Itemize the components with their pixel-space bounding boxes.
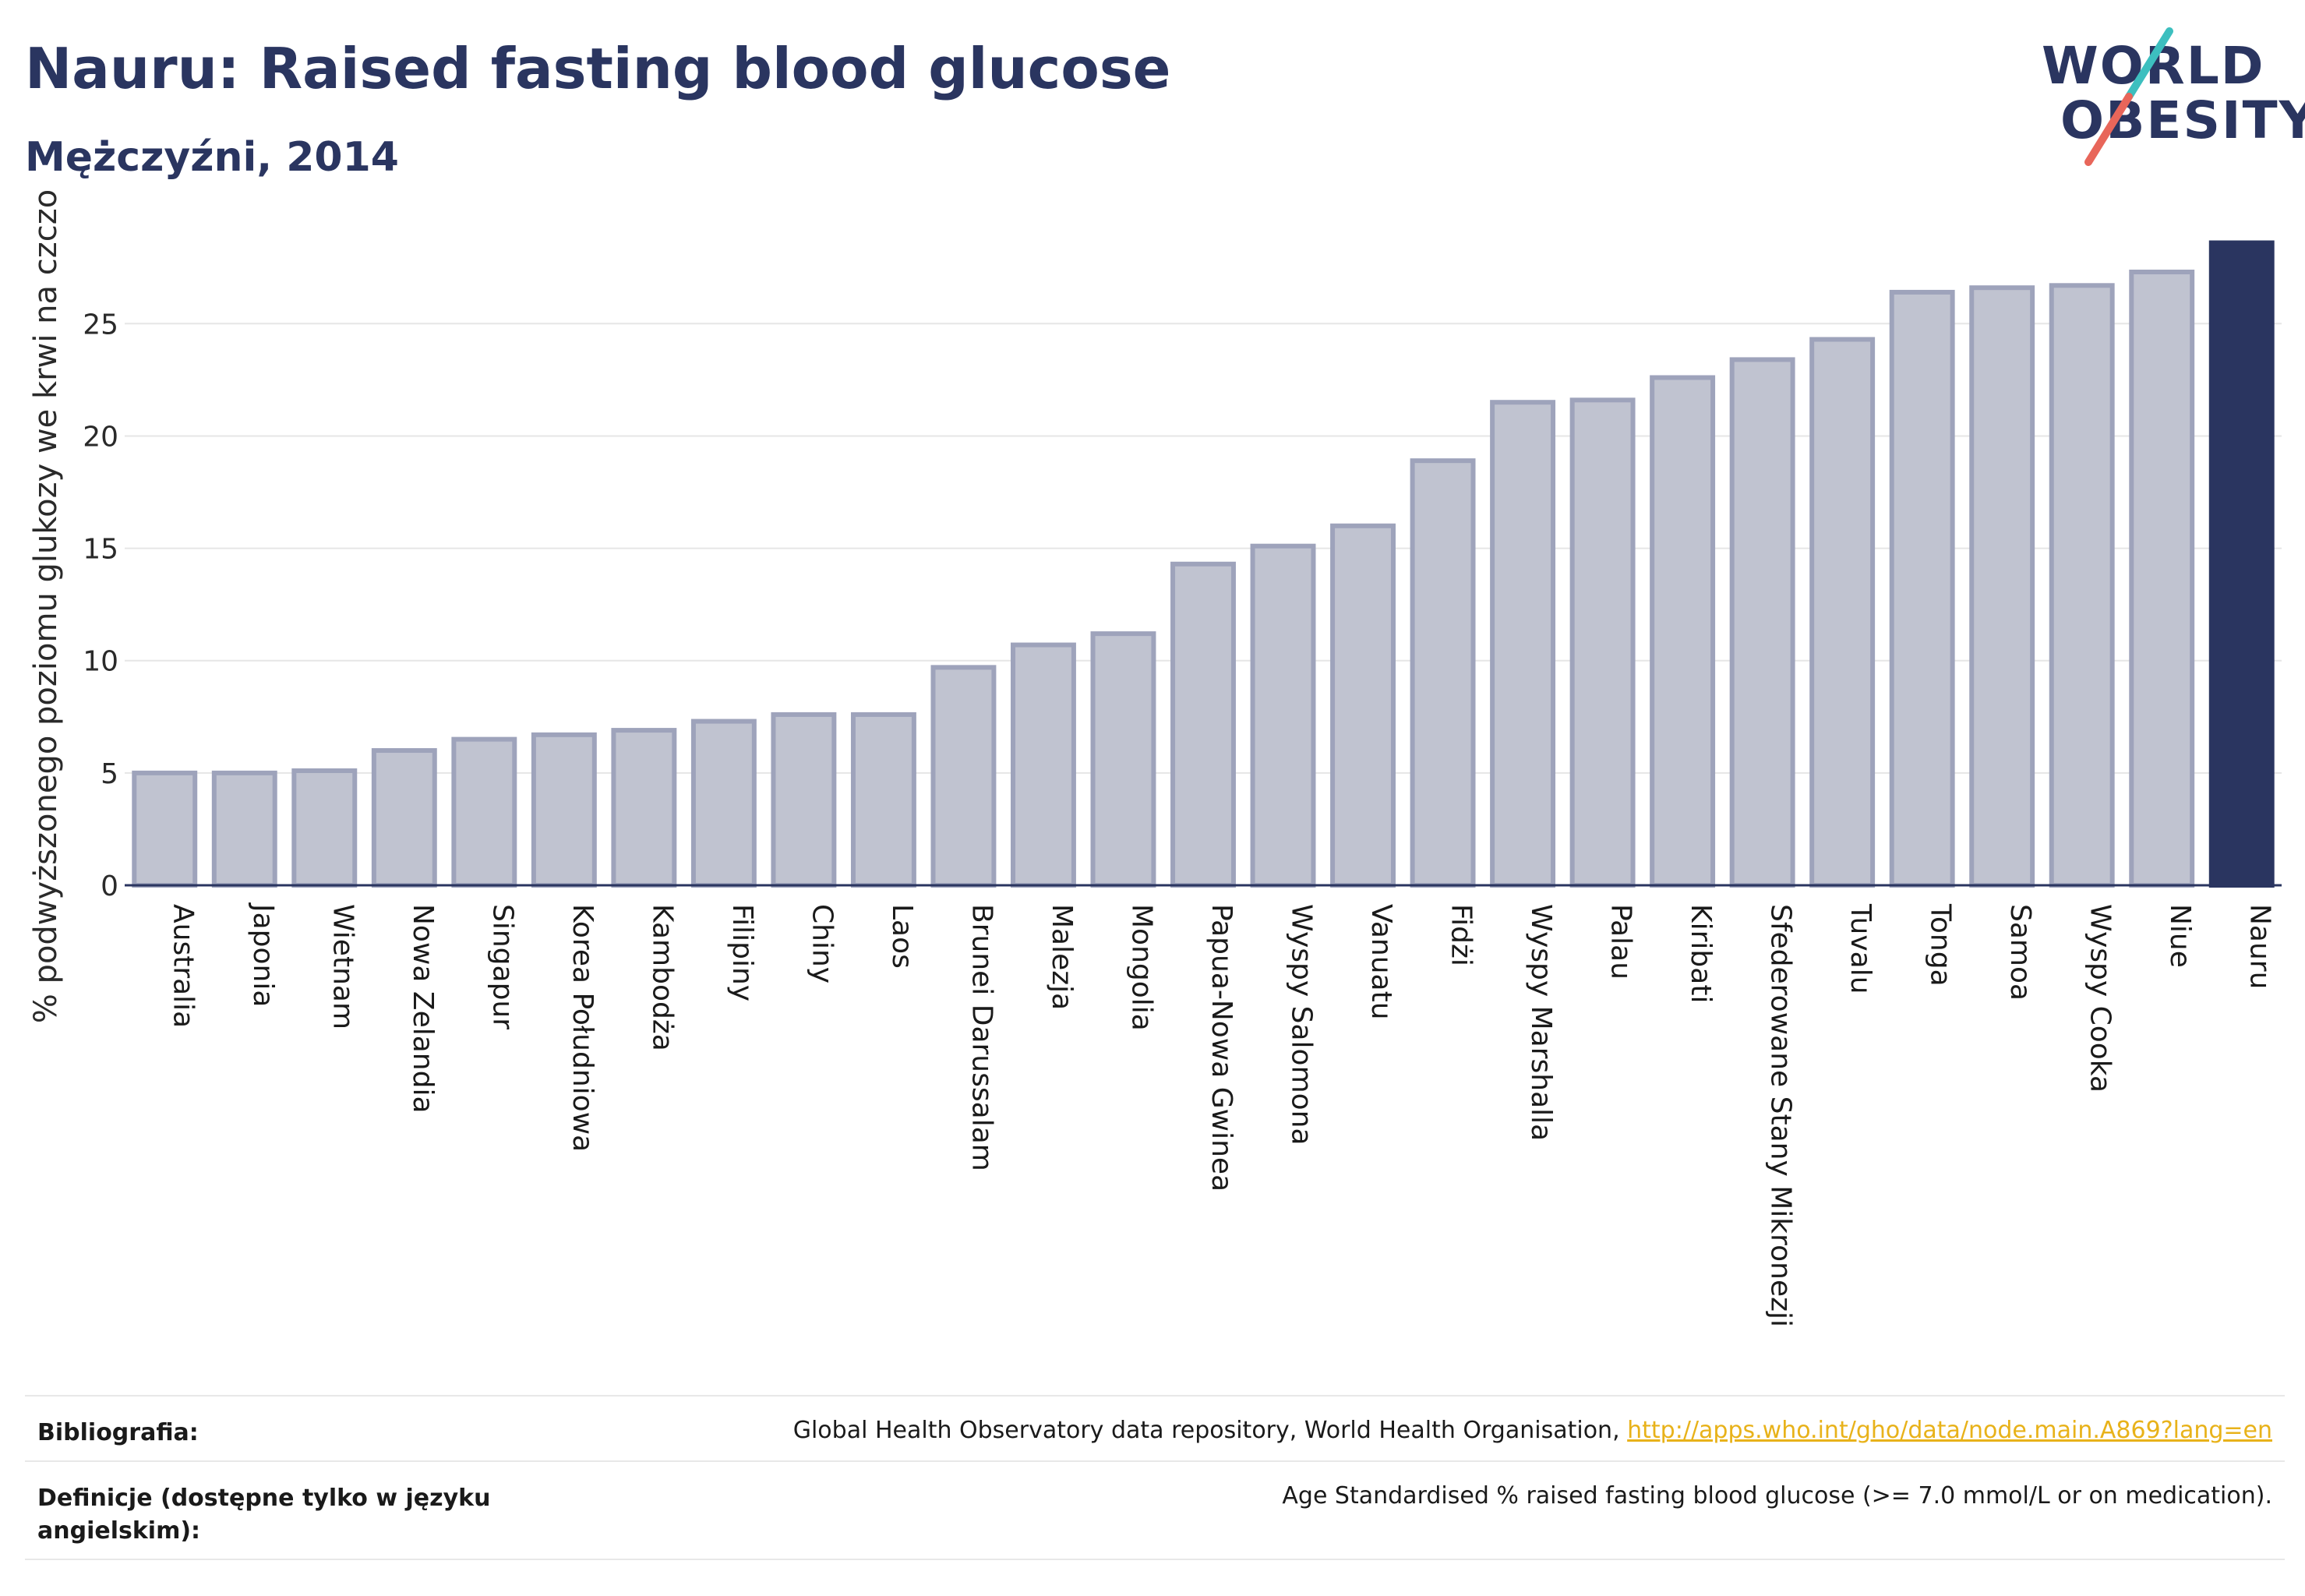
bar — [690, 719, 757, 888]
y-tick-label: 0 — [101, 870, 118, 902]
x-tick-label: Wietnam — [327, 904, 358, 1029]
x-tick-label: Papua-Nowa Gwinea — [1205, 904, 1237, 1192]
x-tick-label: Tonga — [1925, 903, 1957, 987]
bar — [1490, 400, 1556, 888]
x-tick-label: Chiny — [806, 904, 838, 983]
bibliography-text: Global Health Observatory data repositor… — [792, 1417, 1628, 1444]
x-tick-label: Palau — [1605, 904, 1637, 980]
bar — [1330, 523, 1396, 888]
y-tick-label: 15 — [83, 534, 118, 566]
x-tick-label: Wyspy Cooka — [2084, 904, 2116, 1093]
bar-chart: 0 5 10 15 20 25 % podwyższonego poziomu glukoz… — [28, 189, 2282, 1327]
x-tick-label: Korea Południowa — [567, 904, 598, 1152]
definitions-label: Definicje (dostępne tylko w języku angie… — [37, 1485, 491, 1545]
y-tick-label: 10 — [83, 646, 118, 678]
logo-slash-top — [2125, 27, 2173, 101]
x-tick-label: Nauru — [2244, 904, 2276, 989]
x-tick-label: Singapur — [486, 904, 518, 1029]
bar — [371, 748, 437, 888]
x-tick-label: Australia — [167, 904, 199, 1028]
bar — [1729, 357, 1795, 888]
bibliography-link[interactable]: http://apps.who.int/gho/data/node.main.A… — [1627, 1417, 2272, 1444]
x-tick-label: Samoa — [2004, 904, 2036, 1001]
bar — [211, 770, 277, 888]
x-tick-label: Kiribati — [1685, 904, 1717, 1003]
x-tick-label: Laos — [886, 904, 918, 969]
bar — [850, 711, 916, 888]
bar — [132, 770, 198, 888]
x-tick-label: Nowa Zelandia — [407, 904, 439, 1114]
x-tick-label: Sfederowane Stany Mikronezji — [1765, 904, 1797, 1327]
bar — [1250, 543, 1316, 888]
bar — [1969, 285, 2035, 888]
bar — [1809, 337, 1876, 888]
bar — [291, 768, 358, 888]
definitions-value: Age Standardised % raised fasting blood … — [1282, 1482, 2272, 1509]
bar — [1090, 631, 1156, 888]
x-tick-label: Wyspy Salomona — [1286, 904, 1318, 1146]
bar — [1170, 561, 1236, 888]
x-tick-label: Malezja — [1046, 904, 1078, 1010]
x-tick-label: Vanuatu — [1365, 904, 1397, 1020]
y-tick-label: 25 — [83, 309, 118, 341]
bar — [531, 732, 597, 888]
source-table: Bibliografia: Global Health Observatory … — [25, 1395, 2285, 1560]
x-tick-label: Kambodża — [646, 904, 678, 1051]
chart-title: Nauru: Raised fasting blood glucose — [25, 36, 1171, 101]
logo-slash-icon — [2084, 27, 2173, 166]
chart-subtitle: Mężczyźni, 2014 — [25, 134, 399, 181]
y-tick-label: 20 — [83, 421, 118, 453]
x-tick-label: Brunei Darussalam — [965, 904, 997, 1171]
world-obesity-logo: WORLD OBESITY — [2026, 23, 2305, 171]
bar — [930, 665, 997, 888]
bar — [1011, 642, 1076, 888]
x-tick-label: Japonia — [247, 902, 279, 1007]
bar — [1650, 375, 1716, 888]
x-tick-label: Mongolia — [1125, 904, 1157, 1031]
x-tick-label: Filipiny — [726, 904, 758, 1001]
x-tick-label: Niue — [2164, 904, 2196, 968]
y-axis-label: % podwyższonego poziomu glukozy we krwi … — [28, 189, 64, 1023]
bibliography-label: Bibliografia: — [37, 1419, 199, 1446]
bar — [611, 728, 677, 888]
bibliography-value: Global Health Observatory data repositor… — [793, 1417, 2272, 1444]
x-tick-label: Tuvalu — [1844, 903, 1876, 994]
bar — [2049, 283, 2115, 888]
bar — [1889, 289, 1955, 888]
bar — [2208, 240, 2275, 888]
x-tick-label: Wyspy Marshalla — [1525, 904, 1557, 1141]
x-tick-label: Fidżi — [1445, 904, 1477, 966]
y-tick-label: 5 — [101, 758, 118, 790]
bar — [451, 736, 517, 888]
definitions-row: Definicje (dostępne tylko w języku angie… — [25, 1460, 2285, 1560]
bibliography-row: Bibliografia: Global Health Observatory … — [25, 1395, 2285, 1460]
logo-slash-bottom — [2084, 93, 2133, 166]
bar — [2129, 270, 2195, 888]
bar — [1569, 397, 1636, 888]
bar — [771, 711, 837, 888]
bar — [1410, 458, 1476, 888]
